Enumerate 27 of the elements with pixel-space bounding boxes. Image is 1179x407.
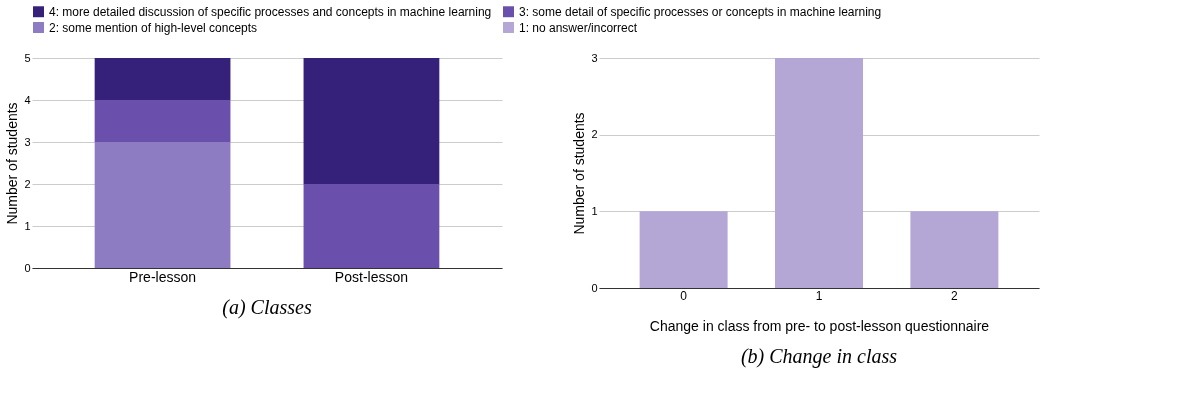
x-axis-title: Change in class from pre- to post-lesson questionnaire: [649, 317, 990, 334]
bar: [303, 58, 440, 184]
legend-label: 4: more detailed discussion of specific processes and concepts in machine learning: [49, 4, 492, 19]
bar: [94, 100, 231, 142]
y-tick-label: 4: [24, 93, 31, 106]
y-tick-label: 1: [24, 219, 31, 232]
y-tick-label: 3: [24, 135, 31, 148]
x-tick-label: 2: [951, 288, 959, 303]
y-tick-label: 5: [24, 51, 31, 64]
y-tick-label: 2: [24, 177, 31, 190]
legend-label: 3: some detail of specific processes or concepts in machine learning: [519, 4, 882, 19]
bar: [94, 142, 231, 268]
bar: [94, 58, 231, 100]
legend-label: 2: some mention of high-level concepts: [49, 20, 258, 35]
y-axis-title: Number of students: [571, 112, 588, 235]
y-axis-title: Number of students: [4, 102, 21, 225]
x-tick-label: Pre-lesson: [129, 268, 197, 285]
text: (a) Classes: [222, 296, 312, 319]
y-tick-label: 3: [591, 51, 598, 64]
x-tick-label: Post-lesson: [334, 268, 409, 285]
y-tick-label: 1: [591, 204, 598, 217]
bar: [303, 184, 440, 268]
x-tick-label: 1: [815, 288, 823, 303]
text: (b) Change in class: [740, 345, 898, 368]
y-tick-label: 2: [591, 128, 598, 141]
legend-label: 1: no answer/incorrect: [519, 20, 638, 35]
x-tick-label: 0: [680, 288, 688, 303]
